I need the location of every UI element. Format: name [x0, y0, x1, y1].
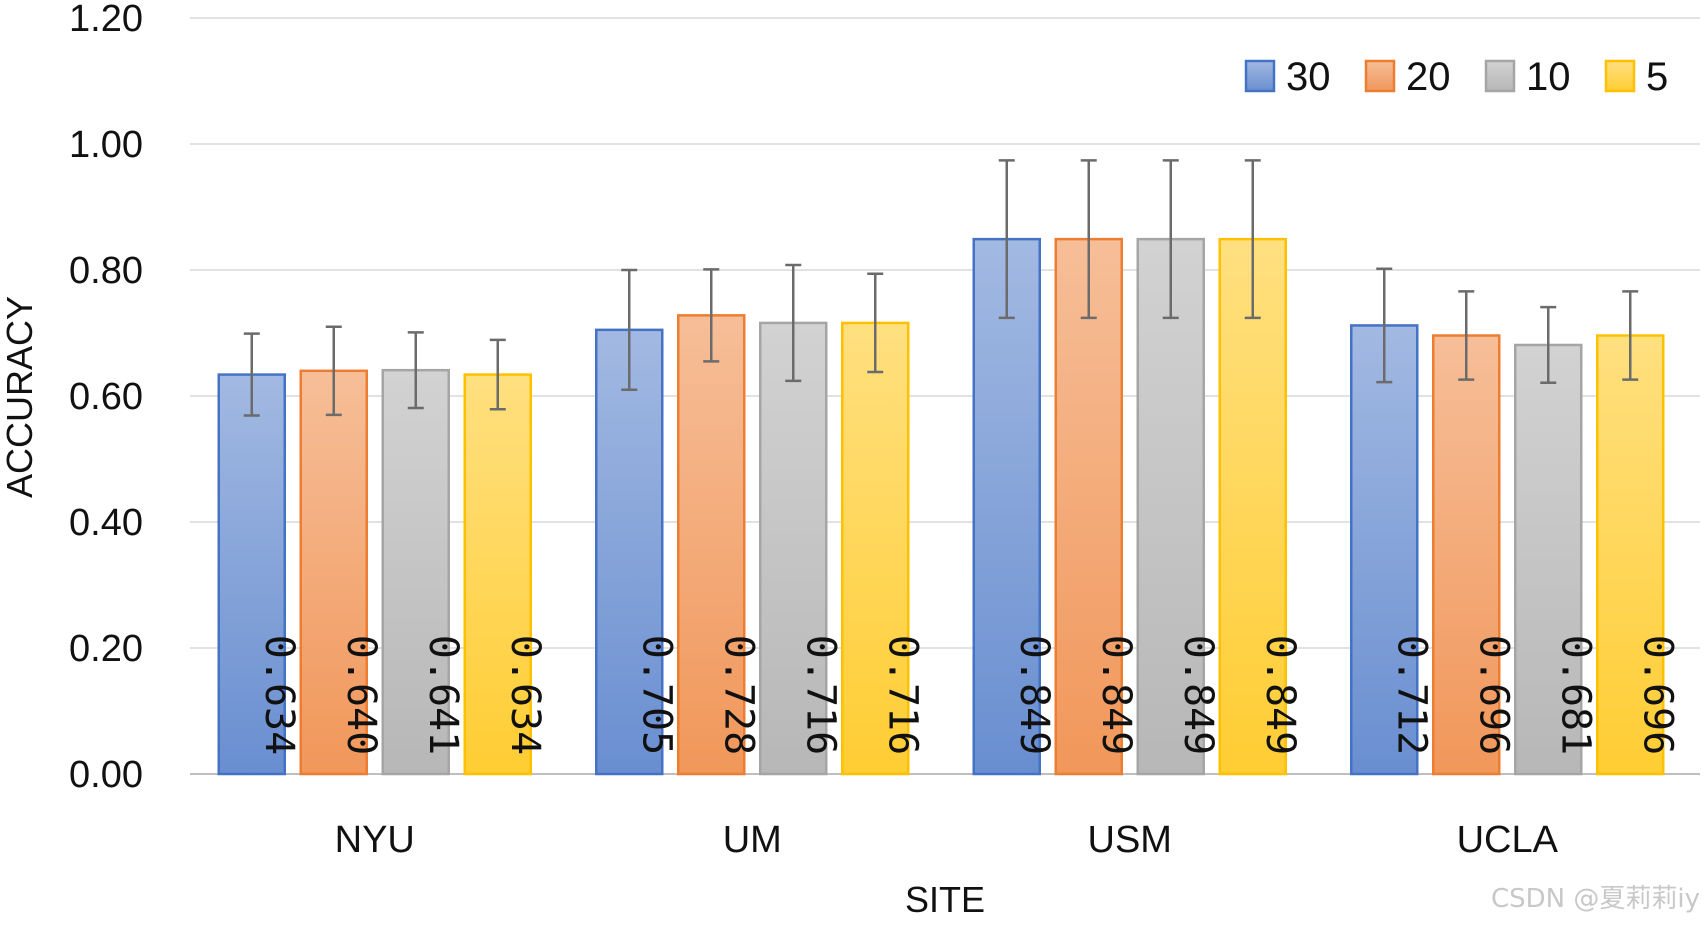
- error-bar: [1162, 159, 1179, 320]
- error-bar: [621, 268, 638, 391]
- bar-nyu-30: [217, 373, 286, 776]
- bar-um-20: [677, 314, 746, 776]
- error-bar: [1540, 305, 1557, 385]
- data-label: 0.681: [1552, 635, 1598, 755]
- bars: [217, 237, 1665, 776]
- y-axis-title: ACCURACY: [0, 296, 40, 498]
- error-bar: [867, 272, 884, 374]
- data-label: 0.728: [715, 635, 761, 755]
- data-labels: 0.634 0.640 0.641 0.634 0.705 0.728 0.716 0.716…: [256, 635, 1681, 755]
- bar-um-10: [759, 321, 828, 776]
- legend-label: 20: [1406, 55, 1451, 99]
- legend-label: 30: [1286, 55, 1331, 99]
- y-tick-label: 0.40: [69, 502, 143, 544]
- bar-ucla-10: [1514, 343, 1583, 776]
- data-label: 0.640: [338, 635, 384, 755]
- bar-usm-5: [1218, 237, 1287, 776]
- data-label: 0.705: [633, 635, 679, 755]
- data-label: 0.849: [1093, 635, 1139, 755]
- error-bar: [489, 338, 506, 411]
- error-bar: [1376, 267, 1393, 384]
- error-bar: [325, 325, 342, 417]
- bar-ucla-5: [1596, 334, 1665, 776]
- bar-usm-10: [1136, 237, 1205, 776]
- legend-label: 5: [1646, 55, 1668, 99]
- bar-nyu-5: [463, 373, 532, 776]
- data-label: 0.641: [420, 635, 466, 755]
- bar-usm-30: [972, 237, 1041, 776]
- legend-item-10: 10: [1484, 55, 1571, 99]
- error-bar: [243, 332, 260, 417]
- y-tick-label: 0.00: [69, 754, 143, 796]
- data-label: 0.849: [1257, 635, 1303, 755]
- error-bar: [1622, 290, 1639, 381]
- data-label: 0.849: [1175, 635, 1221, 755]
- y-tick-label: 1.00: [69, 124, 143, 166]
- bar-nyu-10: [381, 368, 450, 776]
- legend-item-5: 5: [1604, 55, 1668, 99]
- error-bars: [243, 159, 1639, 417]
- data-label: 0.634: [256, 635, 302, 755]
- watermark: CSDN @夏莉莉iy: [1491, 884, 1700, 914]
- bar-nyu-20: [299, 369, 368, 776]
- error-bar: [1244, 159, 1261, 320]
- error-bar: [785, 263, 802, 383]
- error-bar: [998, 159, 1015, 320]
- y-tick-label: 0.80: [69, 250, 143, 292]
- legend-swatch: [1604, 59, 1636, 93]
- legend: 30 20 10 5: [1244, 55, 1668, 99]
- legend-item-30: 30: [1244, 55, 1331, 99]
- bar-um-5: [841, 321, 910, 776]
- legend-swatch: [1484, 59, 1516, 93]
- bar-ucla-20: [1432, 334, 1501, 776]
- bar-usm-20: [1054, 237, 1123, 776]
- bar-um-30: [595, 328, 664, 776]
- x-category-label: NYU: [335, 819, 415, 861]
- legend-label: 10: [1526, 55, 1571, 99]
- x-axis-title: SITE: [905, 879, 985, 920]
- error-bar: [407, 331, 424, 410]
- x-category-label: UCLA: [1457, 819, 1559, 861]
- data-label: 0.716: [797, 635, 843, 755]
- data-label: 0.712: [1388, 635, 1434, 755]
- x-category-label: USM: [1088, 819, 1172, 861]
- data-label: 0.716: [879, 635, 925, 755]
- bar-ucla-30: [1350, 324, 1419, 776]
- error-bar: [1080, 159, 1097, 320]
- x-axis-categories: NYU UM USM UCLA: [335, 819, 1559, 861]
- error-bar: [1458, 290, 1475, 381]
- y-axis-ticks: 0.00 0.20 0.40 0.60 0.80 1.00 1.20: [69, 0, 143, 796]
- y-tick-label: 0.60: [69, 376, 143, 418]
- legend-swatch: [1244, 59, 1276, 93]
- x-category-label: UM: [723, 819, 782, 861]
- y-tick-label: 1.20: [69, 0, 143, 40]
- data-label: 0.849: [1011, 635, 1057, 755]
- legend-item-20: 20: [1364, 55, 1451, 99]
- data-label: 0.696: [1634, 635, 1680, 755]
- y-tick-label: 0.20: [69, 628, 143, 670]
- data-label: 0.696: [1470, 635, 1516, 755]
- data-label: 0.634: [502, 635, 548, 755]
- legend-swatch: [1364, 59, 1396, 93]
- error-bar: [703, 268, 720, 363]
